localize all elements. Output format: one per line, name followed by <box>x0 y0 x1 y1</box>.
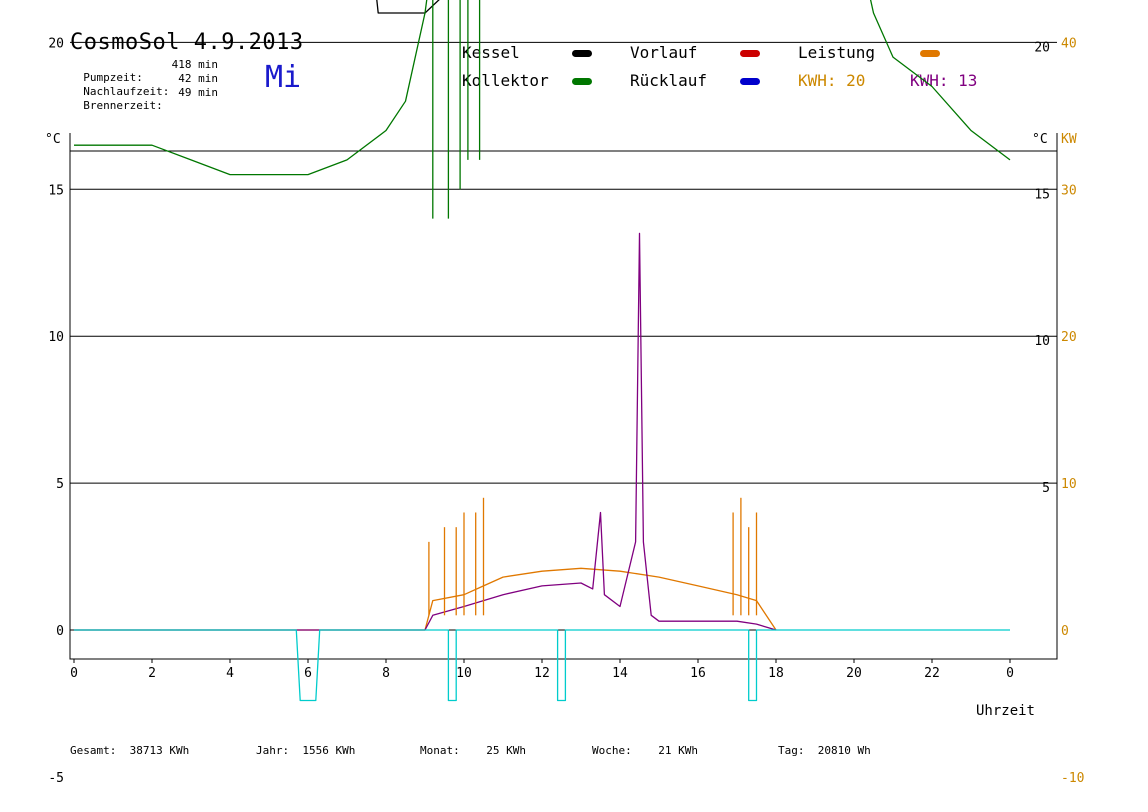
y-axis-label-left: °C <box>45 132 61 147</box>
footer-jahr-value: 1556 KWh <box>302 744 356 757</box>
legend-kessel-swatch <box>572 50 592 57</box>
x-tick-8: 16 <box>690 666 706 681</box>
y-axis-label-kw: KW <box>1061 132 1077 147</box>
y-tick-kw-30: 30 <box>1061 183 1077 198</box>
legend-kollektor-swatch <box>572 78 592 85</box>
footer-tag-value: 20810 Wh <box>817 744 871 757</box>
legend-kollektor-label: Kollektor <box>462 71 549 90</box>
footer-tag: Tag: 20810 Wh <box>778 744 871 757</box>
x-axis-label: Uhrzeit <box>976 703 1035 719</box>
y-tick-kw--10: -10 <box>1061 771 1084 786</box>
legend-leistung-swatch <box>920 50 940 57</box>
y-tick-kw-20: 20 <box>1061 330 1077 345</box>
y-tick-right-10: 10 <box>1034 334 1050 349</box>
footer-woche-label: Woche: <box>592 744 632 757</box>
y-tick-kw-0: 0 <box>1061 624 1069 639</box>
footer-monat: Monat: 25 KWh <box>420 744 526 757</box>
y-tick-kw-10: 10 <box>1061 477 1077 492</box>
legend-kwh2-label: KWH: 13 <box>910 71 978 90</box>
legend-kwh1-label: KWH: 20 <box>798 71 866 90</box>
x-tick-11: 22 <box>924 666 940 681</box>
legend-kessel-label: Kessel <box>462 43 520 62</box>
y-tick-left--5: -5 <box>48 771 64 786</box>
y-axis-label-right: °C <box>1032 132 1048 147</box>
brennerzeit-label: Brennerzeit: <box>83 99 163 112</box>
footer-monat-value: 25 KWh <box>486 744 526 757</box>
brennerzeit-row: Brennerzeit: 49 min <box>70 86 218 125</box>
x-tick-4: 8 <box>382 666 390 681</box>
x-tick-2: 4 <box>226 666 234 681</box>
legend-vorlauf-label: Vorlauf <box>630 43 698 62</box>
plot-frame <box>69 150 1058 660</box>
brennerzeit-value: 49 min <box>178 86 218 99</box>
y-tick-right-20: 20 <box>1034 40 1050 55</box>
x-tick-3: 6 <box>304 666 312 681</box>
y-tick-left-0: 0 <box>56 624 64 639</box>
footer-gesamt-label: Gesamt: <box>70 744 117 757</box>
y-tick-right-5: 5 <box>1042 481 1050 496</box>
footer-jahr: Jahr: 1556 KWh <box>256 744 355 757</box>
legend-vorlauf-swatch <box>740 50 760 57</box>
nachlaufzeit-label: Nachlaufzeit: <box>83 85 170 98</box>
footer-gesamt-value: 38713 KWh <box>129 744 190 757</box>
pumpzeit-row: Pumpzeit: 418 min <box>70 58 218 97</box>
legend-leistung-label: Leistung <box>798 43 876 62</box>
weekday-label: Mi <box>265 60 302 95</box>
y-tick-left-5: 5 <box>56 477 64 492</box>
pumpzeit-value: 418 min <box>171 58 218 71</box>
x-tick-12: 0 <box>1006 666 1014 681</box>
footer-woche: Woche: 21 KWh <box>592 744 698 757</box>
footer-tag-label: Tag: <box>778 744 805 757</box>
y-tick-kw-40: 40 <box>1061 36 1077 51</box>
nachlaufzeit-row: Nachlaufzeit: 42 min <box>70 72 218 111</box>
footer-woche-value: 21 KWh <box>658 744 698 757</box>
series-line-kwh <box>74 232 777 631</box>
footer-gesamt: Gesamt: 38713 KWh <box>70 744 189 757</box>
series-line-leistung <box>74 567 777 631</box>
y-tick-left-15: 15 <box>48 183 64 198</box>
y-tick-left-20: 20 <box>48 36 64 51</box>
legend-ruecklauf-label: Rücklauf <box>630 71 708 90</box>
x-tick-6: 12 <box>534 666 550 681</box>
series-line-kessel <box>376 0 440 14</box>
legend-ruecklauf-swatch <box>740 78 760 85</box>
y-tick-left-10: 10 <box>48 330 64 345</box>
x-tick-7: 14 <box>612 666 628 681</box>
pumpzeit-label: Pumpzeit: <box>83 71 143 84</box>
x-tick-9: 18 <box>768 666 784 681</box>
footer-jahr-label: Jahr: <box>256 744 290 757</box>
x-tick-1: 2 <box>148 666 156 681</box>
x-tick-5: 10 <box>456 666 472 681</box>
footer-monat-label: Monat: <box>420 744 460 757</box>
y-tick-right-15: 15 <box>1034 187 1050 202</box>
x-tick-0: 0 <box>70 666 78 681</box>
nachlaufzeit-value: 42 min <box>178 72 218 85</box>
series-line-kollektor <box>74 0 1011 176</box>
series-line-pumpe <box>74 629 1010 702</box>
x-tick-10: 20 <box>846 666 862 681</box>
